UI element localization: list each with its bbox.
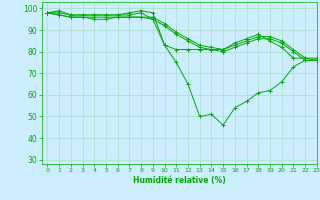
X-axis label: Humidité relative (%): Humidité relative (%) [133, 176, 226, 185]
